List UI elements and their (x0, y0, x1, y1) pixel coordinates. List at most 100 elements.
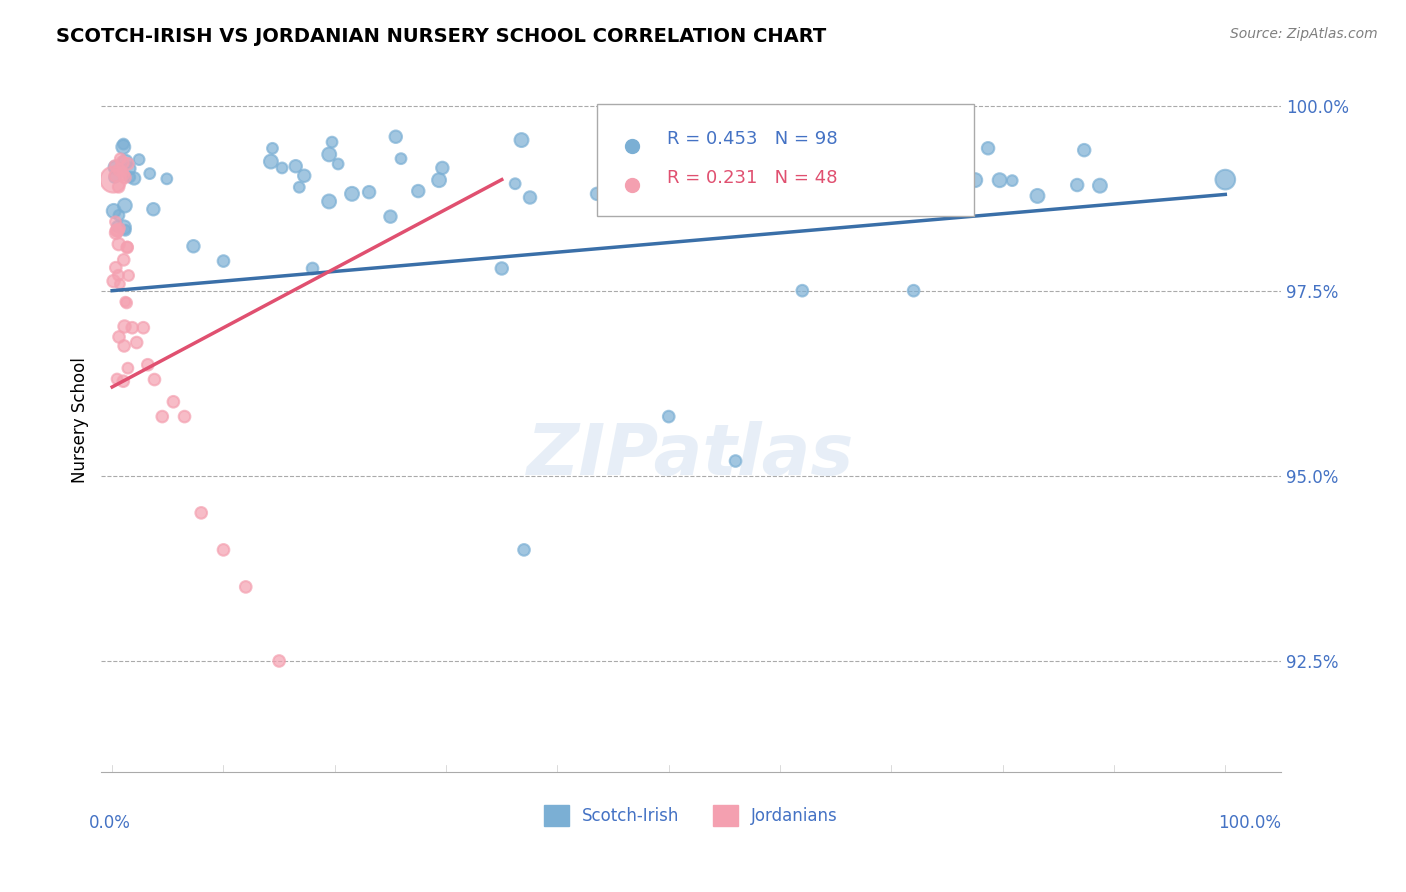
Point (879, 190, 901, 204)
Point (326, 157, 349, 171)
Point (269, 654, 291, 668)
Point (107, 268, 129, 283)
Point (190, 506, 212, 520)
Point (519, 190, 541, 204)
Point (117, 361, 139, 376)
Point (389, 152, 412, 166)
Point (260, 154, 283, 169)
Point (139, 167, 162, 181)
Point (1001, 173, 1024, 187)
Text: Source: ZipAtlas.com: Source: ZipAtlas.com (1230, 27, 1378, 41)
Point (114, 154, 136, 169)
Point (292, 169, 315, 183)
Point (271, 161, 294, 175)
Point (117, 268, 139, 283)
Point (318, 194, 340, 209)
Point (633, 130, 655, 145)
Point (879, 161, 901, 176)
Text: ZIPatlas: ZIPatlas (527, 421, 855, 490)
Point (125, 335, 148, 350)
Point (112, 339, 135, 353)
Point (112, 252, 135, 267)
Point (114, 170, 136, 185)
Point (112, 137, 135, 152)
Point (586, 186, 609, 201)
Point (301, 261, 323, 276)
Point (103, 172, 125, 186)
Point (128, 153, 150, 167)
Point (703, 177, 725, 191)
Point (359, 185, 381, 199)
Point (103, 203, 125, 218)
Point (977, 141, 1000, 155)
Point (105, 223, 128, 237)
Point (212, 542, 235, 557)
Point (380, 210, 402, 224)
Point (122, 171, 145, 186)
Point (132, 320, 155, 334)
Point (988, 173, 1011, 187)
Point (142, 202, 165, 217)
Point (734, 173, 756, 187)
Point (910, 163, 932, 178)
Point (318, 147, 340, 161)
Point (744, 159, 766, 173)
Point (262, 141, 284, 155)
Point (491, 261, 513, 276)
Point (903, 284, 925, 298)
Point (136, 358, 159, 372)
Y-axis label: Nursery School: Nursery School (72, 358, 89, 483)
Point (173, 409, 195, 424)
Point (820, 141, 842, 155)
Point (761, 134, 783, 148)
Point (112, 140, 135, 154)
Point (735, 175, 758, 189)
Point (114, 319, 136, 334)
Point (121, 320, 143, 334)
Legend: Scotch-Irish, Jordanians: Scotch-Irish, Jordanians (536, 797, 846, 834)
Point (1088, 178, 1111, 193)
Point (513, 542, 536, 557)
Point (104, 260, 127, 275)
Point (115, 296, 138, 310)
Text: SCOTCH-IRISH VS JORDANIAN NURSERY SCHOOL CORRELATION CHART: SCOTCH-IRISH VS JORDANIAN NURSERY SCHOOL… (56, 27, 827, 45)
FancyBboxPatch shape (596, 103, 974, 216)
Point (965, 173, 987, 187)
Point (104, 159, 127, 173)
Point (406, 184, 429, 198)
Point (118, 170, 141, 185)
Point (143, 373, 166, 387)
Point (432, 161, 454, 175)
Text: R = 0.231   N = 48: R = 0.231 N = 48 (668, 169, 838, 186)
Point (1026, 189, 1049, 203)
Point (111, 155, 134, 169)
Text: R = 0.453   N = 98: R = 0.453 N = 98 (668, 130, 838, 148)
Point (105, 226, 128, 240)
Point (114, 223, 136, 237)
Point (105, 372, 128, 386)
Point (156, 171, 179, 186)
Point (107, 237, 129, 252)
Point (724, 454, 747, 468)
Point (114, 198, 136, 212)
Point (340, 186, 363, 201)
Point (107, 224, 129, 238)
Point (114, 294, 136, 309)
Point (162, 394, 184, 409)
Point (108, 221, 131, 235)
Point (503, 177, 526, 191)
Point (107, 219, 129, 234)
Point (150, 409, 173, 424)
Point (792, 284, 814, 298)
Point (658, 409, 681, 424)
Point (104, 215, 127, 229)
Point (108, 208, 131, 222)
Point (1073, 143, 1095, 157)
Point (110, 152, 132, 166)
Point (1213, 172, 1236, 186)
Point (772, 174, 794, 188)
Point (104, 169, 127, 183)
Point (108, 277, 131, 291)
Text: 100.0%: 100.0% (1218, 814, 1281, 832)
Point (284, 159, 307, 173)
